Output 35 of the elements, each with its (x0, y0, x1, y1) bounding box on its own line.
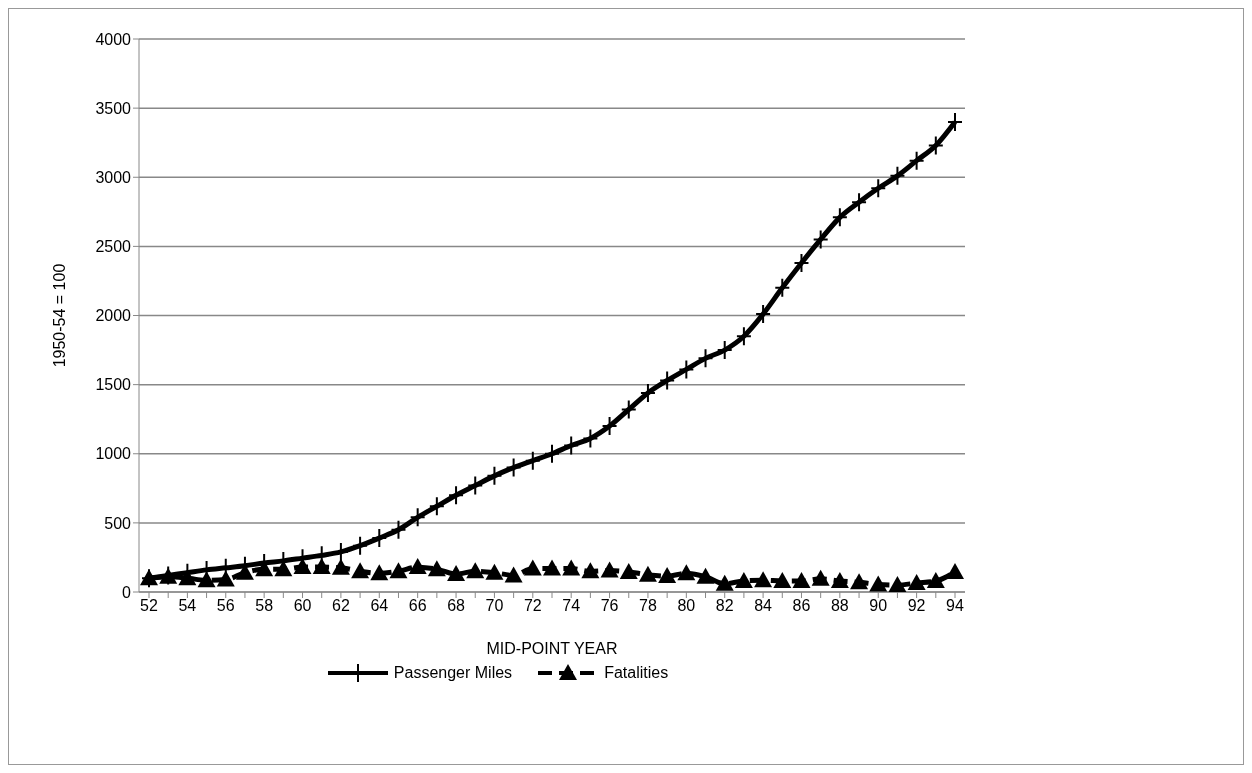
x-tick-label: 54 (178, 597, 197, 615)
y-tick-label: 2500 (95, 238, 132, 256)
x-tick-label: 64 (370, 597, 389, 615)
legend-label: Passenger Miles (393, 664, 513, 682)
y-tick-label: 3000 (95, 168, 132, 186)
x-tick-label: 94 (946, 597, 964, 615)
x-tick-label: 88 (830, 597, 849, 615)
x-tick-label: 56 (216, 597, 235, 615)
x-tick-label: 78 (639, 597, 657, 615)
x-tick-label: 74 (562, 597, 581, 615)
legend-label: Fatalities (604, 664, 669, 682)
y-tick-label: 2000 (95, 307, 132, 325)
x-tick-label: 82 (715, 597, 734, 615)
x-tick-label: 92 (907, 597, 926, 615)
y-tick-label: 3500 (95, 99, 132, 117)
x-tick-label: 60 (293, 597, 312, 615)
x-tick-label: 86 (792, 597, 811, 615)
y-tick-label: 1000 (95, 445, 132, 463)
x-tick-label: 80 (677, 597, 696, 615)
x-tick-label: 70 (485, 597, 504, 615)
y-tick-label: 500 (104, 514, 132, 532)
x-tick-label: 90 (869, 597, 888, 615)
y-axis-title: 1950-54 = 100 (50, 263, 68, 368)
y-tick-label: 4000 (95, 30, 132, 48)
y-tick-label: 1500 (95, 376, 132, 394)
x-tick-label: 52 (140, 597, 158, 615)
x-tick-label: 72 (523, 597, 542, 615)
x-tick-label: 68 (447, 597, 466, 615)
x-tick-label: 76 (600, 597, 619, 615)
x-tick-label: 84 (754, 597, 773, 615)
x-tick-label: 66 (408, 597, 427, 615)
x-tick-label: 62 (332, 597, 350, 615)
x-tick-label: 58 (255, 597, 274, 615)
y-tick-label: 0 (122, 583, 132, 601)
x-axis-title: MID-POINT YEAR (486, 640, 618, 657)
